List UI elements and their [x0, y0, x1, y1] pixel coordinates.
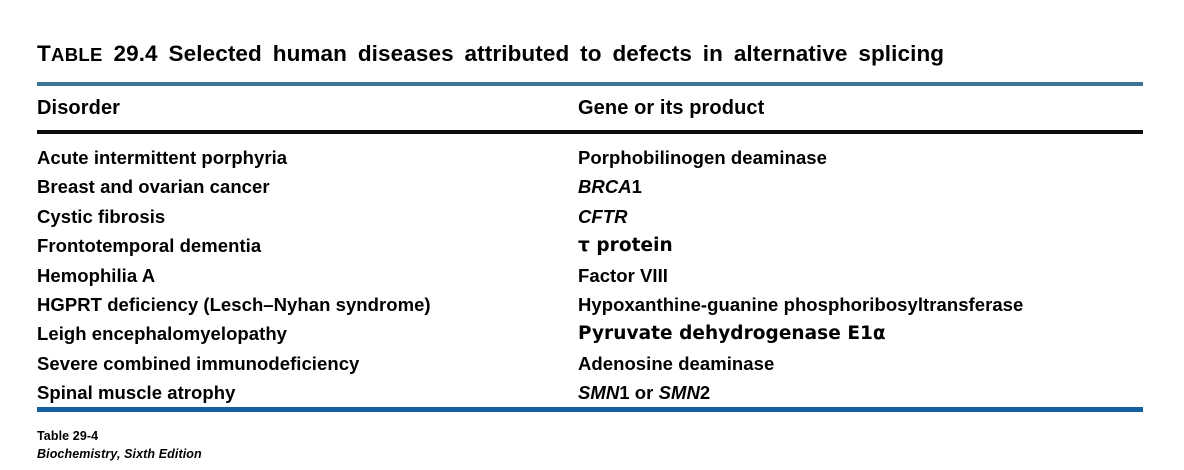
table-label: TABLE	[37, 41, 103, 66]
gene-symbol-2: SMN	[658, 382, 700, 404]
gene-name: Factor VIII	[578, 264, 668, 286]
caption-book-title: Biochemistry	[37, 446, 117, 461]
cell-disorder: HGPRT deficiency (Lesch–Nyhan syndrome)	[37, 293, 431, 315]
figure-caption: Table 29-4 Biochemistry, Sixth Edition	[37, 428, 202, 464]
cell-disorder: Hemophilia A	[37, 264, 156, 286]
cell-disorder: Spinal muscle atrophy	[37, 382, 236, 404]
gene-symbol: BRCA	[578, 176, 632, 198]
rule-bottom	[37, 407, 1143, 412]
gene-name: τ protein	[578, 235, 673, 257]
table-row: Spinal muscle atrophy SMN1 or SMN2	[0, 382, 1184, 411]
table-row: Frontotemporal dementia τ protein	[0, 235, 1184, 264]
cell-disorder: Frontotemporal dementia	[37, 235, 262, 257]
gene-symbol: SMN	[578, 382, 620, 404]
table-row: Hemophilia A Factor VIII	[0, 265, 1184, 294]
table-row: Acute intermittent porphyria Porphobilin…	[0, 147, 1184, 176]
cell-gene: CFTR	[578, 206, 628, 228]
cell-gene: Factor VIII	[578, 265, 668, 287]
cell-gene: BRCA1	[578, 176, 642, 198]
cell-gene: Pyruvate dehydrogenase E1α	[578, 323, 886, 345]
cell-disorder: Leigh encephalomyelopathy	[37, 323, 288, 345]
table-body: Acute intermittent porphyria Porphobilin…	[0, 147, 1184, 412]
column-header-gene: Gene or its product	[578, 97, 765, 119]
cell-gene: SMN1 or SMN2	[578, 382, 710, 404]
gene-name: Porphobilinogen deaminase	[578, 147, 827, 168]
gene-number-2: 2	[699, 382, 711, 404]
table-title: TABLE 29.4 Selected human diseases attri…	[37, 41, 1143, 67]
cell-gene: Hypoxanthine-guanine phosphoribosyltrans…	[578, 294, 1023, 316]
gene-name: Adenosine deaminase	[578, 352, 775, 374]
table-row: Severe combined immunodeficiency Adenosi…	[0, 353, 1184, 382]
table-title-text: Selected human diseases attributed to de…	[168, 41, 945, 66]
gene-name: Pyruvate dehydrogenase E1α	[578, 323, 886, 345]
gene-number: 1 or	[619, 382, 659, 404]
cell-gene: τ protein	[578, 235, 673, 257]
gene-name: Hypoxanthine-guanine phosphoribosyltrans…	[578, 293, 1024, 315]
cell-disorder: Acute intermittent porphyria	[37, 147, 288, 168]
caption-edition: , Sixth Edition	[116, 446, 202, 461]
table-row: Leigh encephalomyelopathy Pyruvate dehyd…	[0, 323, 1184, 352]
caption-table-number: Table 29-4	[37, 429, 99, 443]
table-row: Cystic fibrosis CFTR	[0, 206, 1184, 235]
cell-disorder: Breast and ovarian cancer	[37, 176, 270, 198]
rule-header	[37, 130, 1143, 134]
table-number: 29.4	[113, 41, 158, 66]
gene-number: 1	[631, 176, 642, 198]
column-header-disorder: Disorder	[37, 97, 121, 119]
cell-gene: Adenosine deaminase	[578, 353, 774, 375]
gene-symbol: CFTR	[578, 205, 628, 227]
caption-source: Biochemistry, Sixth Edition	[37, 446, 202, 464]
table-row: HGPRT deficiency (Lesch–Nyhan syndrome) …	[0, 294, 1184, 323]
cell-disorder: Severe combined immunodeficiency	[37, 352, 360, 374]
table-row: Breast and ovarian cancer BRCA1	[0, 176, 1184, 205]
cell-disorder: Cystic fibrosis	[37, 205, 166, 227]
rule-top	[37, 82, 1143, 86]
cell-gene: Porphobilinogen deaminase	[578, 147, 827, 169]
